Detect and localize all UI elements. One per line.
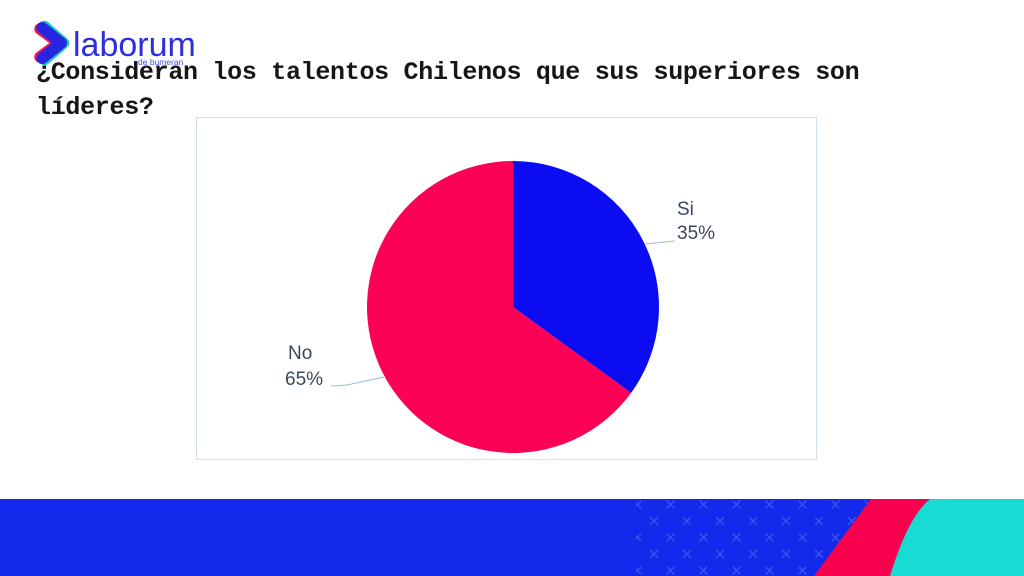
svg-text:35%: 35% xyxy=(677,223,715,244)
svg-text:No: No xyxy=(288,343,312,364)
svg-text:65%: 65% xyxy=(285,369,323,390)
svg-text:Si: Si xyxy=(677,199,694,220)
